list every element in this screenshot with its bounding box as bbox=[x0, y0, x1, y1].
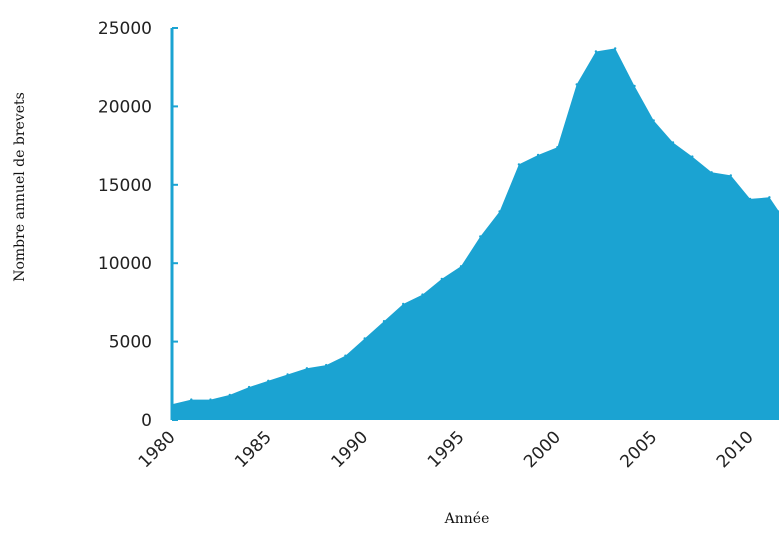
y-tick-label-25000: 25000 bbox=[98, 19, 152, 39]
y-tick-labels: 0 5000 10000 15000 20000 25000 bbox=[98, 19, 152, 431]
x-tick-label-2005: 2005 bbox=[617, 427, 662, 472]
data-point-1991 bbox=[382, 320, 386, 323]
x-tick-label-1990: 1990 bbox=[327, 427, 372, 472]
data-point-1985 bbox=[267, 379, 270, 382]
data-point-2009 bbox=[729, 174, 732, 177]
data-point-1988 bbox=[325, 363, 328, 367]
x-axis-label: Année bbox=[444, 511, 490, 527]
data-point-2007 bbox=[691, 155, 694, 158]
data-point-2004 bbox=[633, 84, 636, 88]
data-point-1986 bbox=[286, 373, 289, 376]
x-tick-labels: 1980 1985 1990 1995 2000 2005 2010 bbox=[135, 427, 758, 472]
x-tick-label-1980: 1980 bbox=[135, 427, 180, 472]
x-tick-label-2000: 2000 bbox=[520, 427, 565, 472]
data-point-2003 bbox=[614, 47, 617, 50]
data-point-1992 bbox=[402, 302, 405, 306]
data-point-1995 bbox=[459, 265, 463, 268]
y-axis-label: Nombre annuel de brevets bbox=[12, 92, 28, 282]
data-point-2002 bbox=[594, 50, 598, 53]
data-point-2011 bbox=[768, 196, 771, 199]
data-point-1983 bbox=[228, 393, 231, 397]
data-point-1984 bbox=[247, 385, 251, 389]
y-tick-label-20000: 20000 bbox=[98, 97, 152, 117]
data-point-1996 bbox=[479, 235, 482, 238]
data-point-2008 bbox=[710, 171, 713, 174]
data-point-2006 bbox=[671, 141, 675, 144]
data-point-1990 bbox=[363, 337, 366, 340]
data-point-1987 bbox=[305, 367, 309, 370]
data-point-2000 bbox=[556, 146, 559, 149]
data-point-2010 bbox=[748, 197, 752, 201]
data-point-1982 bbox=[209, 398, 212, 401]
data-point-1989 bbox=[344, 354, 347, 357]
data-point-1999 bbox=[536, 153, 540, 157]
x-tick-label-1985: 1985 bbox=[231, 427, 276, 472]
axis-layer bbox=[170, 27, 178, 421]
x-tick-label-2010: 2010 bbox=[713, 427, 758, 472]
data-point-1998 bbox=[517, 163, 521, 166]
data-point-1994 bbox=[440, 277, 443, 281]
data-point-2005 bbox=[652, 119, 655, 122]
y-tick-label-0: 0 bbox=[141, 411, 152, 431]
x-tick-label-1995: 1995 bbox=[424, 427, 469, 472]
y-tick-label-5000: 5000 bbox=[109, 333, 152, 353]
y-tick-label-15000: 15000 bbox=[98, 176, 152, 196]
data-point-1993 bbox=[421, 293, 424, 296]
series-area-0 bbox=[172, 48, 779, 421]
data-point-1997 bbox=[498, 210, 501, 213]
area-layer bbox=[170, 47, 779, 421]
data-point-2001 bbox=[575, 83, 578, 86]
y-tick-label-10000: 10000 bbox=[98, 254, 152, 274]
data-point-1981 bbox=[190, 398, 193, 401]
